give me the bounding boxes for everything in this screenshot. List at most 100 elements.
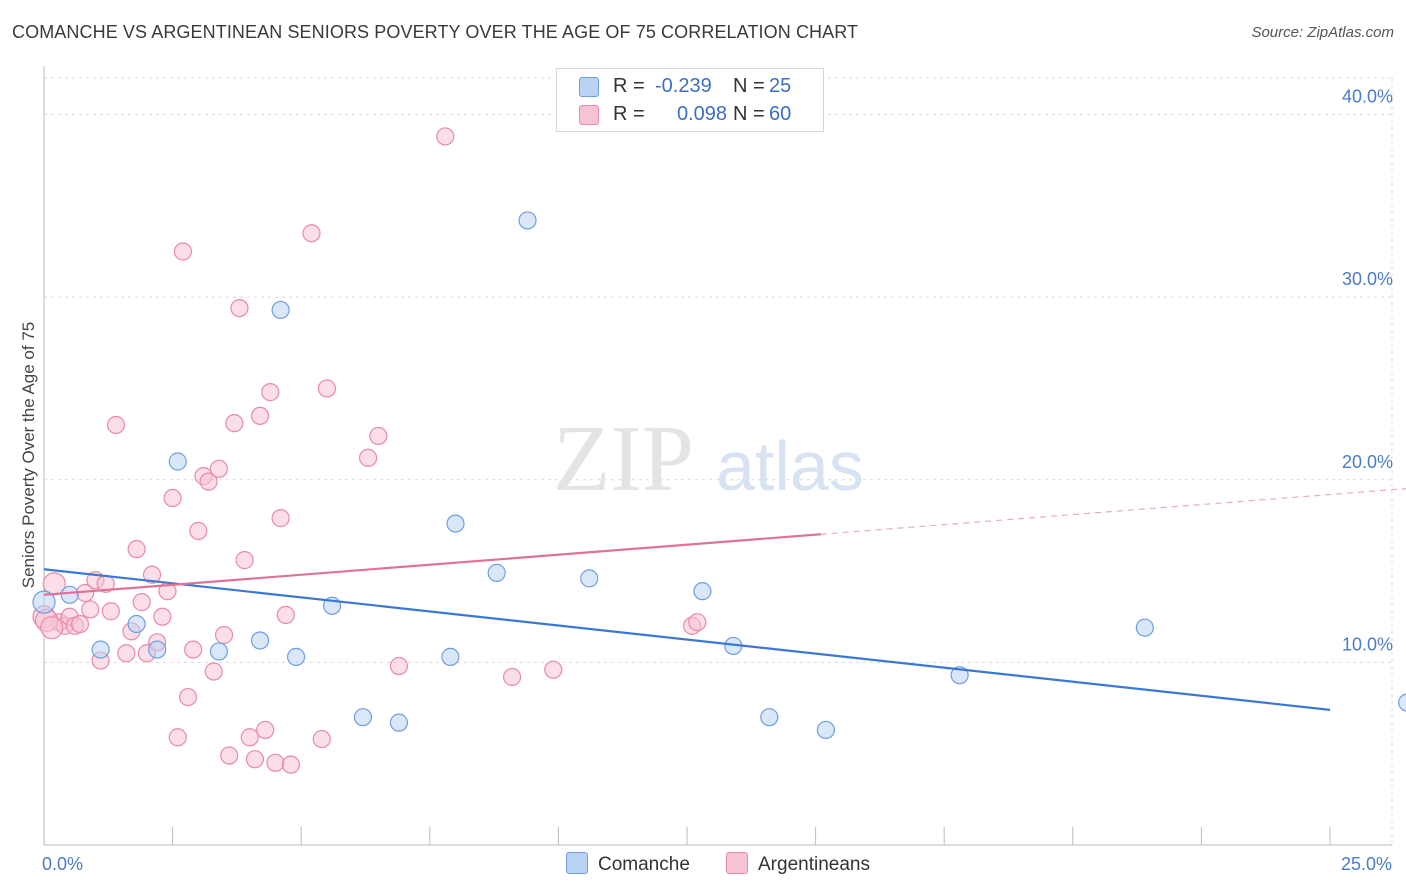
legend-n-label: N = xyxy=(733,75,765,97)
argentineans-point xyxy=(70,614,90,634)
argentineans-point xyxy=(132,593,151,612)
argentineans-point xyxy=(256,720,275,740)
argentineans-point xyxy=(204,662,223,681)
comanche-point xyxy=(441,647,460,667)
axis-layer xyxy=(43,66,1392,846)
argentineans-point xyxy=(261,383,280,402)
legend-r-label: R = xyxy=(613,103,645,125)
ticks-layer: 10.0% 20.0% 30.0% 40.0% 0.0% 25.0% xyxy=(42,87,1393,874)
argentineans-point xyxy=(81,600,100,619)
comanche-point xyxy=(250,631,270,650)
argentineans-point xyxy=(544,660,563,679)
argentineans-point xyxy=(312,729,331,749)
comanche-point xyxy=(127,614,146,634)
legend-r-value-comanche: -0.239 xyxy=(655,75,712,97)
argentineans-point xyxy=(199,472,218,491)
argentineans-point xyxy=(209,459,228,478)
legend-n-label: N = xyxy=(733,103,765,125)
bottom-legend-argentineans: Argentineans xyxy=(726,852,870,876)
comanche-point xyxy=(148,640,167,659)
comanche-point xyxy=(32,590,56,614)
argentineans-point xyxy=(101,602,120,621)
comanche-point xyxy=(1398,693,1406,712)
comanche-point xyxy=(60,585,79,604)
comanche-point xyxy=(518,211,537,230)
argentineans-point xyxy=(168,728,187,747)
comanche-swatch xyxy=(579,77,599,97)
argentineans-point xyxy=(214,625,234,645)
comanche-point xyxy=(271,300,290,320)
argentineans-point xyxy=(106,415,126,435)
comanche-point xyxy=(168,452,187,471)
legend-r-value-argentineans: 0.098 xyxy=(677,103,728,125)
argentineans-point xyxy=(163,488,182,508)
argentineans-trend-line xyxy=(43,533,821,596)
x-tick-label: 0.0% xyxy=(42,854,83,874)
y-tick-label: 10.0% xyxy=(1342,634,1393,654)
comanche-point xyxy=(389,713,409,732)
comanche-point xyxy=(816,720,835,740)
y-tick-label: 20.0% xyxy=(1342,452,1393,472)
argentineans-point xyxy=(281,755,301,774)
chart-title: COMANCHE VS ARGENTINEAN SENIORS POVERTY … xyxy=(12,22,859,42)
comanche-point xyxy=(760,708,779,727)
argentineans-point xyxy=(317,379,337,398)
watermark-atlas: atlas xyxy=(716,427,864,505)
x-tick-label: 25.0% xyxy=(1341,854,1392,874)
argentineans-point xyxy=(189,521,208,540)
correlation-legend: R = -0.239 N = 25 R = 0.098 N = 60 xyxy=(556,68,824,132)
argentineans-point xyxy=(266,753,285,772)
argentineans-point xyxy=(153,607,172,626)
legend-r-label: R = xyxy=(613,75,645,97)
comanche-point xyxy=(580,569,599,588)
points-layer xyxy=(32,127,1406,774)
argentineans-swatch xyxy=(579,105,599,125)
argentineans-point xyxy=(245,750,265,769)
comanche-point xyxy=(487,563,506,582)
comanche-trend-line xyxy=(43,568,1331,711)
comanche-point xyxy=(286,647,306,667)
argentineans-point xyxy=(276,605,295,625)
argentineans-point xyxy=(230,299,249,318)
comanche-point xyxy=(446,514,465,533)
argentineans-point xyxy=(250,406,270,425)
argentineans-point xyxy=(358,448,378,467)
argentineans-point xyxy=(225,414,244,433)
bottom-legend-comanche: Comanche xyxy=(566,852,690,876)
argentineans-point xyxy=(369,426,388,446)
argentineans-point xyxy=(184,640,203,659)
y-tick-label: 30.0% xyxy=(1342,269,1393,289)
argentineans-point xyxy=(240,728,259,747)
argentineans-point xyxy=(302,224,321,243)
argentineans-point xyxy=(178,687,198,707)
y-axis-label: Seniors Poverty Over the Age of 75 xyxy=(19,322,38,588)
argentineans-trend-extension xyxy=(820,487,1406,535)
source-credit: Source: ZipAtlas.com xyxy=(1251,24,1394,41)
argentineans-point xyxy=(117,644,136,663)
legend-n-value-argentineans: 60 xyxy=(769,103,792,125)
argentineans-point xyxy=(235,551,254,570)
argentineans-point xyxy=(503,667,522,687)
trend-layer xyxy=(43,487,1406,711)
comanche-point xyxy=(353,708,373,727)
argentineans-point xyxy=(40,616,64,640)
comanche-point xyxy=(91,640,110,659)
comanche-legend-label: Comanche xyxy=(598,854,690,875)
argentineans-point xyxy=(688,613,707,632)
argentineans-point xyxy=(389,656,409,676)
comanche-point xyxy=(1135,618,1154,637)
argentineans-point xyxy=(142,565,162,584)
argentineans-point xyxy=(220,746,239,765)
watermark-zip: ZIP xyxy=(553,407,694,511)
legend-n-value-comanche: 25 xyxy=(769,75,792,97)
argentineans-point xyxy=(127,540,146,559)
y-tick-label: 40.0% xyxy=(1342,87,1393,107)
argentineans-point xyxy=(271,509,290,528)
argentineans-legend-swatch xyxy=(726,852,748,874)
comanche-legend-swatch xyxy=(566,852,588,874)
argentineans-point xyxy=(173,242,192,261)
argentineans-point xyxy=(436,127,455,146)
comanche-point xyxy=(209,642,228,661)
argentineans-legend-label: Argentineans xyxy=(758,854,870,875)
